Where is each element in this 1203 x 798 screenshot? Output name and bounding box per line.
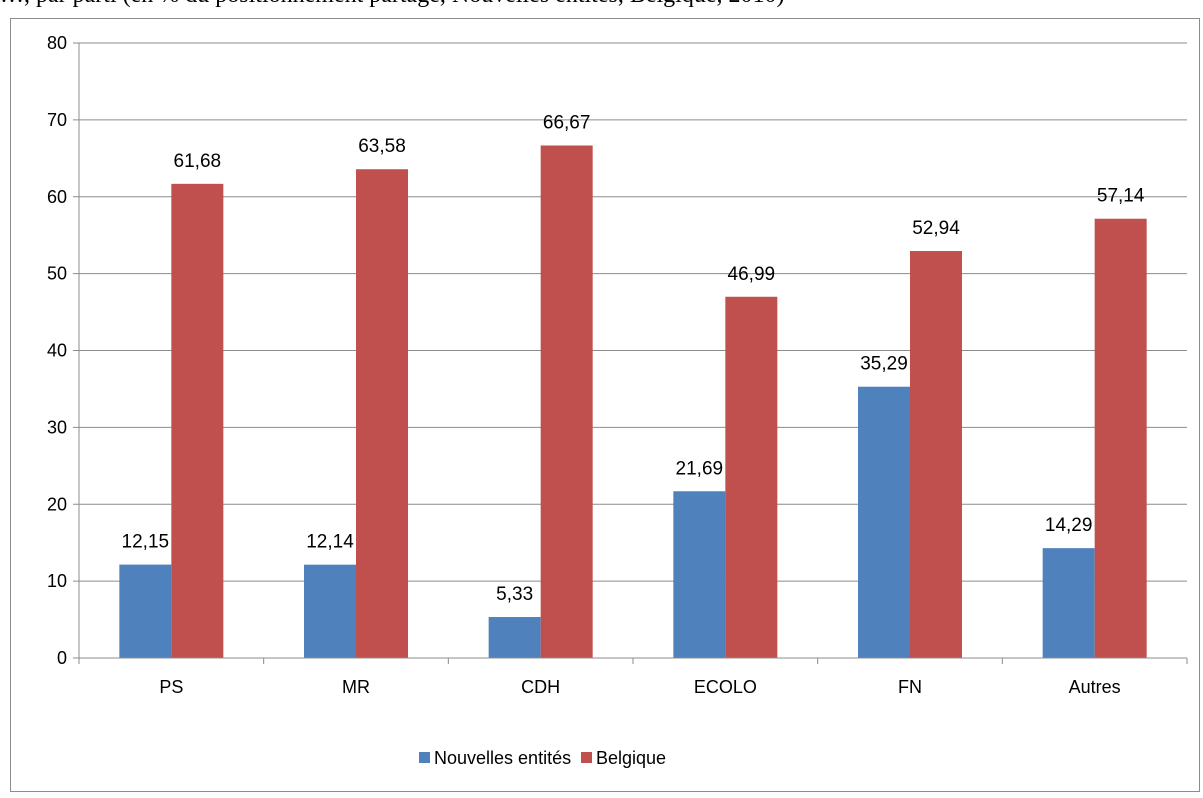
bar-belgique [910, 251, 962, 658]
y-axis-ticks: 0 10 20 30 40 50 60 70 80 [47, 33, 79, 668]
data-label: 5,33 [496, 584, 533, 605]
data-label: 57,14 [1097, 186, 1145, 207]
legend-swatch-belgique [581, 752, 592, 763]
data-label: 63,58 [358, 136, 406, 157]
x-tick-label: MR [342, 677, 370, 697]
y-tick-label: 10 [47, 571, 67, 591]
chart-frame: 0 10 20 30 40 50 60 70 80 12,15 61,68 12,14 63,58 5,… [10, 18, 1200, 792]
x-tick-label: CDH [521, 677, 560, 697]
bar-nouvelles-entites [673, 491, 726, 658]
x-tick-label: ECOLO [694, 677, 757, 697]
y-tick-label: 0 [57, 648, 67, 668]
bar-belgique [725, 296, 778, 658]
data-label: 52,94 [912, 218, 960, 239]
bar-belgique [540, 145, 593, 658]
gridlines [79, 42, 1187, 582]
y-tick-label: 70 [47, 110, 67, 130]
caption-fragment: …, par parti (en % du positionnement par… [0, 0, 1203, 18]
data-label: 35,29 [860, 354, 908, 375]
bar-chart: 0 10 20 30 40 50 60 70 80 12,15 61,68 12,14 63,58 5,… [47, 33, 1188, 768]
bar-belgique [171, 183, 224, 658]
bar-nouvelles-entites [119, 564, 172, 658]
data-labels: 12,15 61,68 12,14 63,58 5,33 66,67 21,69 46,99 3… [122, 112, 1145, 605]
y-tick-label: 40 [47, 341, 67, 361]
data-label: 66,67 [543, 112, 591, 133]
y-tick-label: 20 [47, 494, 67, 514]
data-label: 46,99 [728, 264, 776, 285]
x-tick-label: PS [159, 677, 183, 697]
x-tick-label: Autres [1069, 677, 1121, 697]
y-tick-label: 80 [47, 33, 67, 53]
y-tick-label: 60 [47, 187, 67, 207]
bar-belgique [1094, 218, 1147, 658]
legend-label: Belgique [596, 748, 666, 768]
data-label: 61,68 [174, 151, 222, 172]
data-label: 12,14 [306, 532, 354, 553]
bar-nouvelles-entites [488, 617, 541, 658]
bar-belgique [356, 169, 408, 658]
bar-nouvelles-entites [1042, 548, 1095, 658]
bars [119, 145, 1147, 658]
data-label: 12,15 [122, 532, 170, 553]
legend: Nouvelles entités Belgique [419, 748, 666, 768]
x-tick-label: FN [898, 677, 922, 697]
y-tick-label: 50 [47, 264, 67, 284]
y-tick-label: 30 [47, 417, 67, 437]
data-label: 21,69 [676, 458, 724, 479]
data-label: 14,29 [1045, 515, 1093, 536]
legend-swatch-nouvelles-entites [419, 752, 430, 763]
bar-nouvelles-entites [858, 386, 910, 658]
legend-label: Nouvelles entités [434, 748, 571, 768]
bar-nouvelles-entites [304, 564, 356, 658]
x-axis-ticks: PS MR CDH ECOLO FN Autres [78, 658, 1188, 697]
